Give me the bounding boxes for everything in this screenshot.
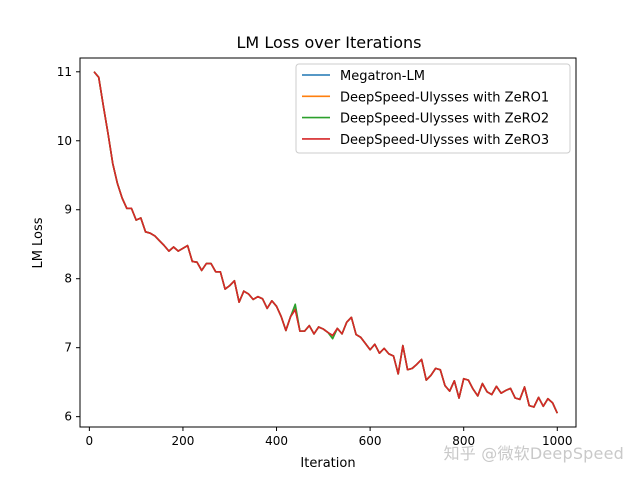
x-axis-label: Iteration xyxy=(300,456,355,471)
y-tick-label: 9 xyxy=(64,203,72,217)
y-axis: 6 7 8 9 10 11 xyxy=(57,65,80,424)
x-tick-label: 0 xyxy=(86,434,94,448)
x-axis: 0 200 400 600 800 1000 xyxy=(86,427,573,448)
y-axis-label: LM Loss xyxy=(31,217,46,268)
x-tick-label: 600 xyxy=(359,434,382,448)
legend-label: Megatron-LM xyxy=(340,69,425,84)
series-line-4 xyxy=(93,71,559,414)
x-tick-label: 400 xyxy=(265,434,288,448)
x-tick-label: 800 xyxy=(452,434,475,448)
y-tick-label: 10 xyxy=(57,134,72,148)
y-tick-label: 7 xyxy=(64,341,72,355)
y-tick-label: 8 xyxy=(64,272,72,286)
legend-label: DeepSpeed-Ulysses with ZeRO1 xyxy=(340,90,549,105)
legend: Megatron-LM DeepSpeed-Ulysses with ZeRO1 D… xyxy=(295,63,571,154)
legend-box xyxy=(295,63,571,154)
legend-label: DeepSpeed-Ulysses with ZeRO2 xyxy=(340,112,549,127)
y-tick-label: 11 xyxy=(57,65,72,79)
chart-title: LM Loss over Iterations xyxy=(237,33,422,52)
legend-label: DeepSpeed-Ulysses with ZeRO3 xyxy=(340,133,549,148)
y-tick-label: 6 xyxy=(64,410,72,424)
plot-area-frame xyxy=(79,57,577,428)
x-tick-label: 200 xyxy=(171,434,194,448)
x-tick-label: 1000 xyxy=(542,434,573,448)
watermark-text: 知乎 @微软DeepSpeed xyxy=(443,444,624,463)
